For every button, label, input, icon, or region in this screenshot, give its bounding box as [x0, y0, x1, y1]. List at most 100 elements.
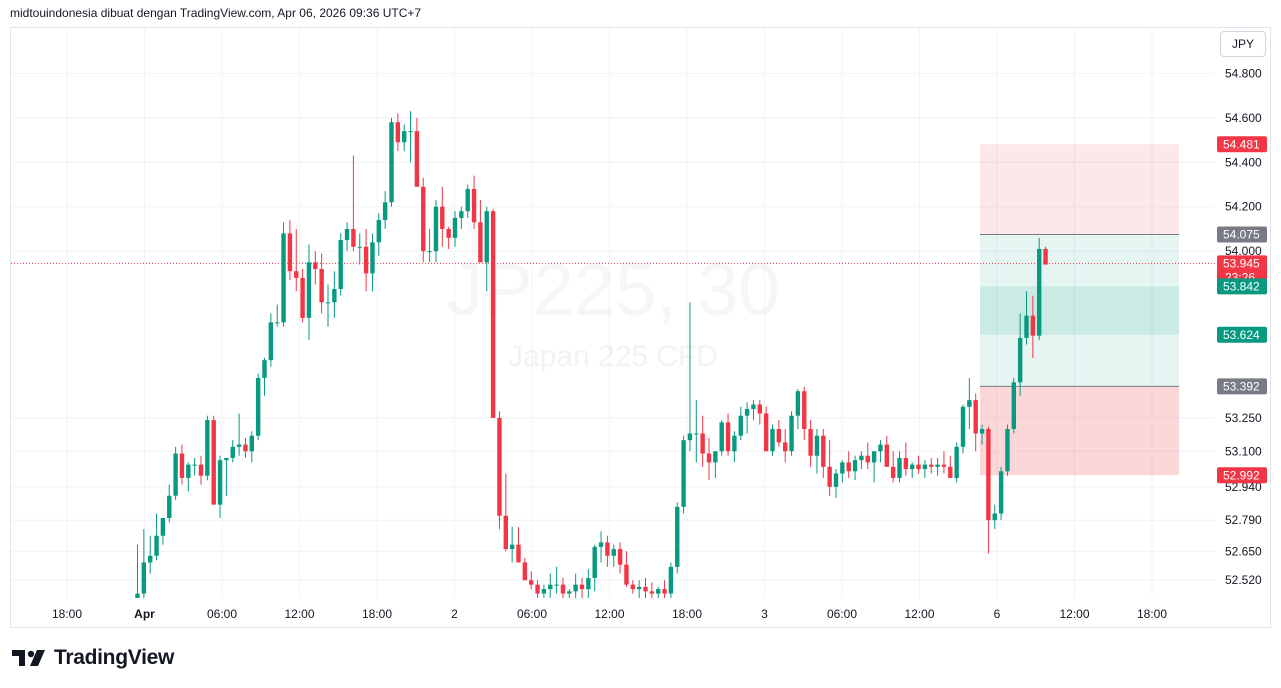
x-tick-label: 12:00 — [1059, 607, 1089, 621]
y-tick-label: 54.400 — [1225, 155, 1262, 169]
chart-frame — [10, 27, 1271, 628]
candle — [198, 464, 204, 476]
candle — [179, 453, 185, 478]
price-tag — [1217, 378, 1267, 395]
candle — [763, 413, 769, 452]
candle — [732, 435, 737, 452]
candle — [427, 251, 432, 253]
candle — [363, 246, 369, 274]
y-tick-label: 52.790 — [1225, 513, 1262, 527]
candle — [281, 233, 286, 323]
candle — [871, 451, 877, 463]
candle — [814, 435, 820, 456]
x-axis: 18:00 Apr 06:00 12:00 18:00 2 06:00 12:00 18:00 3… — [52, 607, 1167, 621]
candle — [713, 451, 718, 463]
price-tag-label: 54.481 — [1223, 137, 1260, 151]
candle — [795, 391, 801, 416]
candle — [351, 228, 356, 247]
candles — [135, 111, 1048, 598]
candle — [376, 220, 381, 243]
candle — [275, 322, 280, 324]
middle-zone — [980, 234, 1179, 387]
candle — [681, 440, 686, 507]
candle — [541, 589, 547, 594]
price-tag — [1217, 255, 1267, 286]
candle — [948, 466, 953, 478]
candle — [484, 211, 489, 263]
candle — [230, 446, 235, 458]
x-tick-label: 06:00 — [517, 607, 547, 621]
footer-logo: TradingView — [12, 646, 174, 670]
currency-button[interactable]: JPY — [1220, 31, 1266, 57]
x-tick-label: 2 — [451, 607, 458, 621]
candle — [852, 460, 858, 472]
x-tick-label: 18:00 — [52, 607, 82, 621]
candle — [319, 268, 324, 303]
price-tag-label: 53.624 — [1223, 328, 1260, 342]
candle — [802, 391, 807, 430]
candle — [535, 584, 540, 594]
candle — [471, 188, 477, 223]
lower-zone — [980, 386, 1179, 476]
candle — [433, 206, 439, 252]
candle — [446, 228, 451, 238]
candle — [325, 302, 331, 304]
candle — [262, 360, 267, 378]
price-tags: 54.48154.07553.94523:2653.84253.62453.39… — [1217, 136, 1267, 484]
candle — [236, 444, 242, 447]
candle — [719, 422, 724, 452]
candle — [903, 457, 909, 470]
x-tick-label: 06:00 — [207, 607, 237, 621]
candle — [827, 466, 832, 487]
candle — [592, 546, 597, 578]
candle — [865, 455, 870, 463]
candle — [560, 584, 566, 594]
chart-header: midtouindonesia dibuat dengan TradingVie… — [10, 6, 422, 20]
candle — [979, 429, 985, 434]
candle — [694, 433, 699, 435]
candle — [840, 462, 845, 474]
candle — [306, 262, 312, 318]
candle — [503, 515, 508, 550]
price-tag — [1217, 467, 1267, 484]
price-tag-label: 53.945 — [1223, 256, 1260, 270]
y-tick-label: 54.600 — [1225, 111, 1262, 125]
candle — [1017, 337, 1023, 383]
price-tag-label: 53.392 — [1223, 379, 1260, 393]
candle — [421, 186, 426, 252]
candle — [656, 589, 661, 594]
candle — [522, 562, 528, 581]
candle — [910, 464, 915, 470]
candle — [579, 584, 585, 590]
candle — [255, 377, 261, 436]
candle — [687, 433, 693, 441]
candle — [370, 242, 375, 274]
candle — [624, 564, 629, 585]
candle — [744, 409, 750, 416]
y-tick-label: 53.100 — [1225, 444, 1262, 458]
candle — [706, 453, 712, 463]
candle — [598, 542, 604, 547]
tradingview-logo-icon — [12, 650, 45, 666]
candle — [998, 471, 1004, 514]
y-tick-label: 54.800 — [1225, 66, 1262, 80]
candle — [382, 202, 388, 221]
candle — [929, 464, 934, 467]
x-tick-label: 06:00 — [827, 607, 857, 621]
x-tick-label: 12:00 — [904, 607, 934, 621]
position-zones[interactable] — [980, 144, 1179, 476]
candle — [1043, 248, 1048, 265]
candle — [205, 420, 210, 476]
candle — [617, 549, 623, 565]
watermark-symbol: JP225, 30 — [446, 248, 779, 331]
candle — [332, 288, 337, 303]
candle — [586, 577, 591, 590]
candle — [636, 586, 642, 590]
candle — [859, 455, 864, 461]
candle — [167, 495, 172, 518]
candle — [846, 462, 851, 472]
candle — [395, 122, 401, 143]
candle — [757, 404, 762, 414]
x-tick-label: 18:00 — [672, 607, 702, 621]
